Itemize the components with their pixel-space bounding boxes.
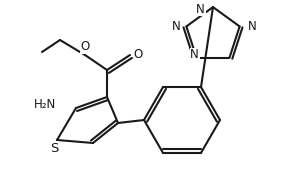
Text: S: S: [50, 142, 58, 155]
Text: N: N: [196, 3, 205, 16]
Text: N: N: [190, 48, 199, 61]
Text: O: O: [133, 48, 142, 62]
Text: O: O: [80, 41, 90, 54]
Text: H₂N: H₂N: [34, 98, 56, 111]
Text: N: N: [172, 20, 180, 33]
Text: N: N: [248, 20, 256, 33]
